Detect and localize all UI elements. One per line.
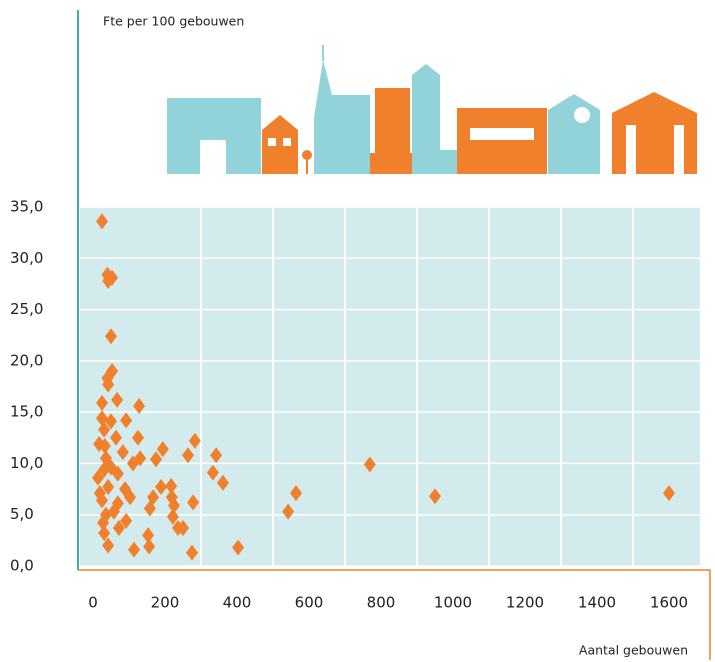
point xyxy=(155,479,168,496)
x-tick-label: 1000 xyxy=(434,594,472,612)
grid xyxy=(80,206,700,567)
point xyxy=(206,464,219,481)
point xyxy=(105,413,117,430)
point xyxy=(120,412,133,429)
point xyxy=(168,497,180,514)
y-tick-label: 15,0 xyxy=(10,403,43,421)
x-tick-label: 800 xyxy=(367,594,396,612)
point xyxy=(98,461,111,478)
point xyxy=(112,520,125,537)
point xyxy=(111,391,124,408)
point xyxy=(128,541,141,558)
point xyxy=(97,514,110,531)
x-axis-title: Aantal gebouwen xyxy=(579,643,688,658)
point xyxy=(216,474,229,491)
point xyxy=(96,394,108,411)
point xyxy=(98,525,111,542)
point xyxy=(182,447,195,464)
point xyxy=(96,410,108,427)
skyline-illustration xyxy=(167,45,697,174)
y-axis-title: Fte per 100 gebouwen xyxy=(103,14,244,29)
point xyxy=(111,465,124,482)
y-tick-label: 0,0 xyxy=(10,557,34,575)
points xyxy=(92,213,675,561)
point xyxy=(96,492,108,509)
y-tick-label: 10,0 xyxy=(10,454,43,472)
y-tick-label: 25,0 xyxy=(10,300,43,318)
point xyxy=(150,451,162,468)
y-tick-label: 5,0 xyxy=(10,505,34,523)
point xyxy=(143,538,156,555)
point xyxy=(102,537,115,554)
point xyxy=(102,479,115,496)
point xyxy=(156,441,169,458)
point xyxy=(106,269,119,286)
point xyxy=(282,503,295,520)
x-tick-label: 200 xyxy=(151,594,180,612)
point xyxy=(126,455,139,472)
x-tick-label: 1400 xyxy=(578,594,616,612)
point xyxy=(133,397,146,414)
point xyxy=(663,485,675,502)
x-tick-label: 1600 xyxy=(650,594,688,612)
point xyxy=(92,469,105,486)
point xyxy=(124,489,137,506)
point xyxy=(96,213,108,230)
point xyxy=(165,477,178,494)
point xyxy=(132,429,144,446)
point xyxy=(177,520,189,537)
point xyxy=(107,503,120,520)
point xyxy=(116,444,129,461)
point xyxy=(429,488,441,505)
point xyxy=(290,485,303,502)
point xyxy=(98,421,111,438)
point xyxy=(210,447,223,464)
plot-area xyxy=(80,207,700,566)
point xyxy=(102,376,115,393)
point xyxy=(120,512,133,529)
point xyxy=(363,456,376,473)
point xyxy=(98,437,111,454)
point xyxy=(105,328,117,345)
point xyxy=(142,527,155,544)
y-tick-label: 20,0 xyxy=(10,351,43,369)
point xyxy=(187,494,200,511)
point xyxy=(110,429,123,446)
point xyxy=(188,432,201,449)
point xyxy=(143,500,156,517)
y-tick-label: 35,0 xyxy=(10,198,43,216)
x-tick-label: 0 xyxy=(88,594,98,612)
x-axis-line xyxy=(78,569,711,660)
x-tick-label: 600 xyxy=(295,594,324,612)
x-tick-label: 400 xyxy=(223,594,252,612)
point xyxy=(232,539,245,556)
y-tick-label: 30,0 xyxy=(10,249,43,267)
x-tick-label: 1200 xyxy=(506,594,544,612)
point xyxy=(166,508,179,525)
point xyxy=(186,544,198,561)
